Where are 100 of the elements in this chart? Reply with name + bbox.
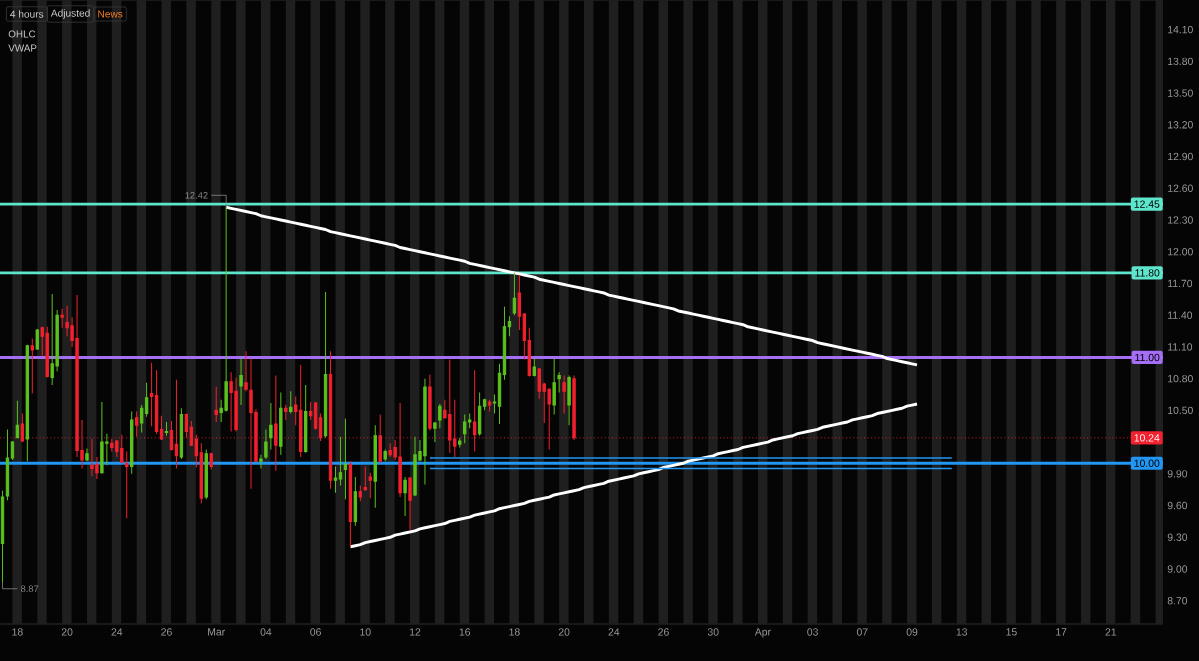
y-tick-label: 11.70 bbox=[1168, 279, 1193, 288]
candlestick bbox=[289, 390, 293, 415]
annotation: 8.87 bbox=[20, 585, 39, 593]
x-tick-label: 07 bbox=[856, 628, 868, 636]
candlestick bbox=[244, 350, 248, 392]
annotation: OHLC bbox=[8, 30, 36, 38]
x-tick-label: 26 bbox=[161, 628, 172, 636]
ref-line-label: 12.45 bbox=[1134, 200, 1160, 208]
y-tick-label: 13.50 bbox=[1168, 89, 1193, 97]
x-tick-label: 12 bbox=[410, 628, 421, 636]
x-tick-label: 30 bbox=[707, 628, 719, 636]
y-tick-label: 9.90 bbox=[1167, 470, 1188, 478]
y-tick-label: 12.30 bbox=[1168, 216, 1193, 224]
candlestick bbox=[204, 448, 208, 500]
candlestick bbox=[512, 272, 517, 316]
candlestick bbox=[373, 424, 377, 509]
candlestick bbox=[368, 472, 372, 499]
candlestick bbox=[5, 428, 10, 501]
candlestick bbox=[343, 418, 348, 500]
candlestick bbox=[552, 358, 556, 416]
candlestick bbox=[482, 398, 487, 411]
candlestick bbox=[274, 374, 278, 472]
x-tick-label: 10 bbox=[360, 628, 371, 636]
candlestick bbox=[239, 358, 243, 406]
x-tick-label: 15 bbox=[1006, 628, 1017, 636]
x-tick-label: 03 bbox=[807, 628, 818, 636]
x-tick-label: 06 bbox=[310, 628, 321, 636]
x-tick-label: 18 bbox=[12, 628, 23, 636]
y-tick-label: 9.60 bbox=[1167, 501, 1188, 510]
candlestick bbox=[303, 384, 308, 454]
x-tick-label: 17 bbox=[1056, 628, 1067, 636]
x-tick-label: 13 bbox=[956, 628, 968, 636]
candlestick bbox=[408, 476, 412, 531]
candlestick bbox=[85, 447, 89, 462]
ref-line-label: 11.80 bbox=[1135, 269, 1160, 277]
candlestick bbox=[15, 400, 20, 439]
candlestick bbox=[557, 371, 561, 393]
candlestick bbox=[507, 315, 512, 337]
ref-line-label: 10.24 bbox=[1134, 434, 1160, 442]
candlestick bbox=[567, 374, 571, 426]
candlestick bbox=[0, 490, 5, 584]
candlestick bbox=[125, 451, 129, 519]
x-tick-label: 20 bbox=[558, 628, 570, 636]
y-tick-label: 11.40 bbox=[1168, 311, 1193, 319]
text: 4 hours bbox=[10, 10, 44, 18]
x-tick-label: 20 bbox=[61, 628, 73, 636]
candlestick bbox=[323, 291, 328, 439]
candlestick bbox=[403, 476, 407, 517]
y-tick-label: 8.70 bbox=[1167, 597, 1188, 605]
x-tick-label: 24 bbox=[608, 628, 620, 636]
annotation: VWAP bbox=[8, 44, 37, 52]
candlestick bbox=[562, 374, 566, 415]
annotation: 12.42 bbox=[185, 192, 208, 199]
x-tick-label: Mar bbox=[208, 628, 225, 636]
candlestick bbox=[259, 454, 263, 470]
annotation: Adjusted bbox=[50, 9, 90, 19]
y-tick-label: 14.10 bbox=[1168, 25, 1193, 34]
candlestick bbox=[492, 393, 497, 415]
y-tick-label: 10.50 bbox=[1168, 406, 1193, 415]
candlestick bbox=[284, 404, 288, 421]
candlestick bbox=[438, 403, 442, 429]
y-tick-label: 13.20 bbox=[1168, 121, 1193, 129]
candlestick bbox=[134, 410, 139, 438]
x-tick-label: 24 bbox=[111, 628, 123, 636]
x-tick-label: Apr bbox=[754, 628, 771, 638]
y-tick-label: 9.30 bbox=[1167, 533, 1188, 541]
y-tick-label: 12.60 bbox=[1168, 184, 1193, 192]
candlestick bbox=[269, 402, 273, 450]
candlestick bbox=[428, 373, 432, 431]
candlestick bbox=[25, 344, 30, 462]
candlestick bbox=[60, 308, 64, 329]
candlestick bbox=[279, 391, 283, 456]
candlestick bbox=[149, 362, 154, 427]
y-tick-label: 10.80 bbox=[1168, 374, 1193, 383]
candlestick bbox=[333, 465, 338, 494]
candlestick bbox=[517, 274, 522, 331]
x-tick-label: 26 bbox=[658, 628, 669, 636]
candlestick bbox=[358, 484, 363, 502]
candlestick bbox=[487, 399, 492, 412]
ref-line-label: 11.00 bbox=[1135, 353, 1160, 362]
y-tick-label: 12.90 bbox=[1168, 152, 1193, 161]
candlestick bbox=[338, 436, 343, 486]
candlestick bbox=[458, 437, 462, 448]
candlestick bbox=[130, 410, 134, 475]
annotation: News bbox=[98, 10, 123, 18]
y-tick-label: 13.80 bbox=[1168, 57, 1193, 66]
candlestick bbox=[383, 448, 387, 462]
x-tick-label: 18 bbox=[509, 628, 520, 636]
x-tick-label: 09 bbox=[906, 628, 918, 636]
candlestick bbox=[532, 358, 536, 378]
candlestick bbox=[209, 452, 213, 471]
candlestick bbox=[214, 386, 218, 423]
candlestick bbox=[35, 328, 39, 351]
candlestick bbox=[264, 428, 268, 460]
y-tick-label: 11.10 bbox=[1168, 343, 1193, 351]
candlestick bbox=[164, 421, 169, 437]
candlestick bbox=[433, 421, 437, 443]
y-tick-label: 9.00 bbox=[1167, 565, 1188, 573]
candlestick bbox=[308, 401, 313, 421]
candlestick bbox=[30, 337, 35, 394]
